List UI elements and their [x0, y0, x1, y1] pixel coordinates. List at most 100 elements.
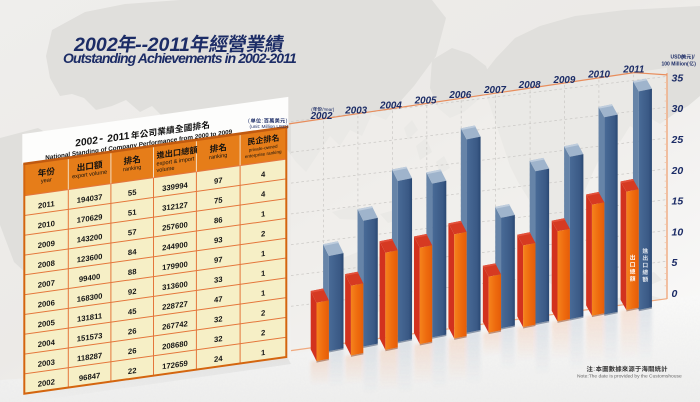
svg-text:143200: 143200 — [77, 232, 103, 245]
svg-text:170629: 170629 — [77, 212, 103, 225]
svg-text:208680: 208680 — [162, 339, 188, 352]
svg-text:168300: 168300 — [77, 291, 103, 304]
svg-text:2003: 2003 — [38, 357, 56, 368]
svg-text:2009: 2009 — [553, 75, 576, 86]
svg-text:2002: 2002 — [73, 34, 118, 56]
svg-text::: : — [593, 366, 595, 373]
svg-text:57: 57 — [128, 227, 137, 237]
svg-text:2002: 2002 — [75, 135, 98, 149]
svg-text:10: 10 — [672, 226, 684, 238]
svg-text:): ) — [286, 119, 288, 125]
svg-text:30: 30 — [672, 103, 684, 115]
svg-text:4: 4 — [261, 189, 266, 199]
svg-text:ranking: ranking — [209, 153, 227, 162]
svg-text:55: 55 — [128, 188, 137, 198]
svg-text:2004: 2004 — [38, 338, 56, 349]
svg-text:97: 97 — [214, 255, 223, 265]
svg-text:84: 84 — [128, 247, 137, 257]
svg-text:2: 2 — [261, 328, 265, 338]
svg-text:Note:The date is provided by t: Note:The date is provided by the Customs… — [577, 373, 682, 379]
svg-text:35: 35 — [672, 72, 684, 84]
svg-text:2002: 2002 — [310, 111, 333, 122]
svg-text:Outstanding Achievements in 20: Outstanding Achievements in 2002-2011 — [63, 50, 297, 66]
svg-text:2011: 2011 — [107, 131, 129, 145]
svg-text:194037: 194037 — [77, 192, 103, 205]
svg-text:118287: 118287 — [77, 351, 102, 363]
svg-text:96847: 96847 — [79, 371, 100, 383]
svg-text:USD(: USD( — [671, 55, 684, 61]
svg-text:267742: 267742 — [162, 319, 188, 332]
svg-text:100 Million(: 100 Million( — [662, 61, 690, 67]
svg-text:92: 92 — [128, 287, 137, 297]
svg-text:257600: 257600 — [162, 220, 188, 233]
svg-text:1: 1 — [261, 348, 266, 358]
svg-text:228727: 228727 — [162, 299, 188, 312]
svg-text:1: 1 — [261, 249, 266, 259]
svg-text:(unit: Million USD): (unit: Million USD) — [250, 124, 289, 130]
svg-text:2010: 2010 — [38, 219, 55, 230]
svg-text::: : — [262, 119, 264, 125]
svg-text:5: 5 — [672, 257, 678, 269]
svg-text:2010: 2010 — [587, 70, 610, 81]
svg-text:22: 22 — [128, 366, 137, 376]
svg-text:312127: 312127 — [162, 200, 188, 213]
svg-text:86: 86 — [214, 215, 223, 225]
svg-text:99400: 99400 — [79, 272, 100, 284]
svg-text:93: 93 — [214, 235, 223, 245]
svg-text:): ) — [694, 61, 696, 67]
svg-text:131811: 131811 — [77, 311, 103, 324]
svg-text:2005: 2005 — [414, 95, 437, 106]
svg-text:2003: 2003 — [344, 106, 367, 117]
svg-text:47: 47 — [214, 294, 223, 304]
svg-text:20: 20 — [671, 165, 684, 177]
svg-text:2004: 2004 — [379, 101, 402, 112]
svg-text:2006: 2006 — [448, 90, 471, 101]
svg-text:151573: 151573 — [77, 331, 103, 344]
svg-text:0: 0 — [672, 288, 678, 300]
svg-text:volume: volume — [157, 166, 175, 174]
svg-text:(: ( — [311, 107, 313, 112]
svg-text:45: 45 — [128, 306, 137, 316]
svg-text:2: 2 — [261, 229, 265, 239]
svg-text:2011: 2011 — [38, 199, 55, 210]
svg-text:2008: 2008 — [518, 80, 541, 91]
svg-text:313600: 313600 — [162, 280, 188, 293]
svg-text:123600: 123600 — [77, 252, 103, 265]
svg-text:year: year — [41, 177, 52, 185]
svg-text:-: - — [99, 133, 103, 145]
svg-text:2007: 2007 — [483, 85, 506, 96]
svg-text:2008: 2008 — [38, 258, 56, 269]
svg-text:export volume: export volume — [72, 170, 107, 181]
svg-text:25: 25 — [671, 134, 684, 146]
svg-text:32: 32 — [214, 334, 223, 344]
svg-text:97: 97 — [214, 176, 223, 186]
svg-text:private-owned: private-owned — [249, 144, 278, 153]
svg-text:export & import: export & import — [157, 156, 195, 167]
svg-text:1: 1 — [261, 269, 266, 279]
svg-text:26: 26 — [128, 326, 137, 336]
svg-text:33: 33 — [214, 275, 223, 285]
svg-text:51: 51 — [128, 207, 137, 217]
svg-text:)/: )/ — [692, 55, 696, 61]
svg-text:2007: 2007 — [38, 278, 55, 289]
svg-text:2006: 2006 — [38, 298, 56, 309]
svg-text:2: 2 — [261, 308, 265, 318]
svg-text:32: 32 — [214, 314, 223, 324]
svg-text:2009: 2009 — [38, 239, 55, 250]
svg-text:75: 75 — [214, 195, 223, 205]
svg-text:enterprise ranking: enterprise ranking — [245, 149, 282, 159]
svg-text:179900: 179900 — [162, 260, 188, 273]
svg-text:--: -- — [135, 34, 148, 56]
svg-text:26: 26 — [128, 346, 137, 356]
svg-text:1: 1 — [261, 209, 266, 219]
svg-text:1: 1 — [261, 288, 266, 298]
svg-text:2005: 2005 — [38, 318, 56, 329]
svg-text:2011: 2011 — [147, 34, 190, 56]
svg-text:2011: 2011 — [622, 64, 644, 75]
svg-text:244900: 244900 — [162, 240, 188, 253]
svg-text:4: 4 — [261, 170, 266, 180]
svg-text:(: ( — [248, 119, 250, 125]
svg-text:24: 24 — [214, 354, 223, 364]
svg-text:88: 88 — [128, 267, 137, 277]
svg-text:15: 15 — [672, 196, 684, 208]
